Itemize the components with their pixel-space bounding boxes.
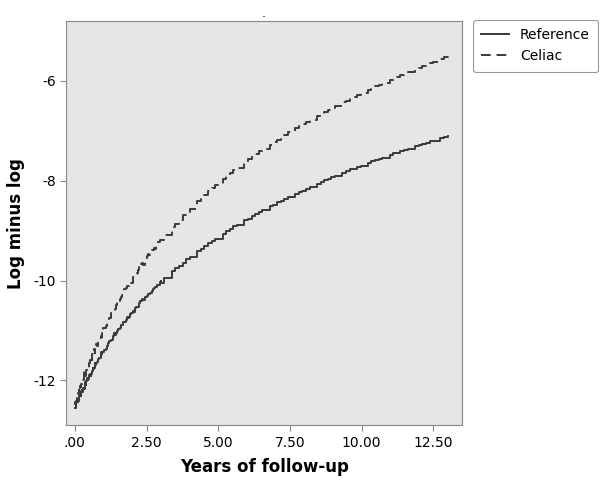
Y-axis label: Log minus log: Log minus log bbox=[7, 158, 25, 289]
Reference bbox=[86, 371, 94, 377]
Line: Reference: Reference bbox=[75, 136, 448, 408]
Celiac bbox=[77, 383, 84, 388]
Reference bbox=[73, 402, 80, 408]
X-axis label: Years of follow-up: Years of follow-up bbox=[179, 458, 349, 476]
Reference bbox=[357, 163, 364, 169]
Celiac bbox=[419, 63, 426, 69]
Title: .: . bbox=[262, 7, 266, 20]
Reference bbox=[107, 337, 115, 342]
Reference bbox=[71, 405, 79, 411]
Legend: Reference, Celiac: Reference, Celiac bbox=[473, 20, 598, 71]
Reference bbox=[77, 393, 84, 399]
Celiac bbox=[86, 357, 94, 363]
Celiac bbox=[73, 399, 80, 405]
Celiac bbox=[107, 311, 115, 316]
Reference bbox=[444, 133, 451, 139]
Celiac bbox=[357, 90, 364, 96]
Celiac bbox=[444, 53, 451, 59]
Line: Celiac: Celiac bbox=[75, 56, 448, 405]
Celiac bbox=[71, 402, 79, 408]
Reference bbox=[419, 141, 426, 147]
